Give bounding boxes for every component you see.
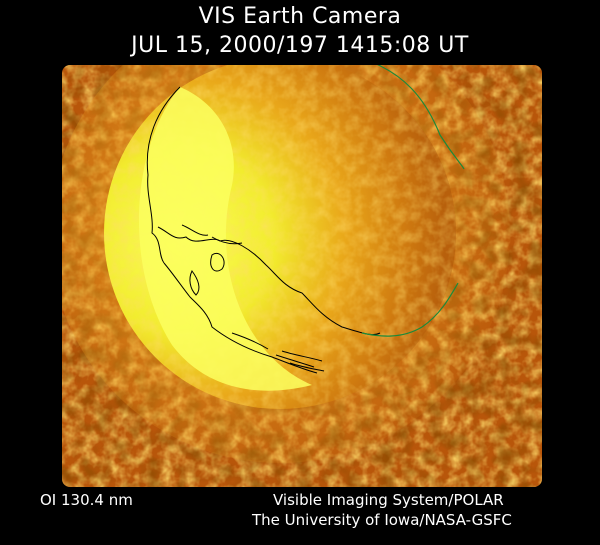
coastline-overlay	[146, 86, 381, 374]
grid-overlay	[361, 65, 465, 337]
image-title: VIS Earth Camera	[198, 4, 402, 29]
institution-credit: The University of Iowa/NASA-GSFC	[252, 511, 512, 529]
instrument-credit: Visible Imaging System/POLAR	[273, 491, 504, 509]
earth-disk	[104, 65, 456, 409]
sunlit-crescent	[138, 87, 312, 391]
earth-image	[62, 65, 542, 487]
earth-image-svg	[62, 65, 542, 487]
image-timestamp: JUL 15, 2000/197 1415:08 UT	[131, 33, 469, 58]
wavelength-label: OI 130.4 nm	[40, 491, 133, 509]
